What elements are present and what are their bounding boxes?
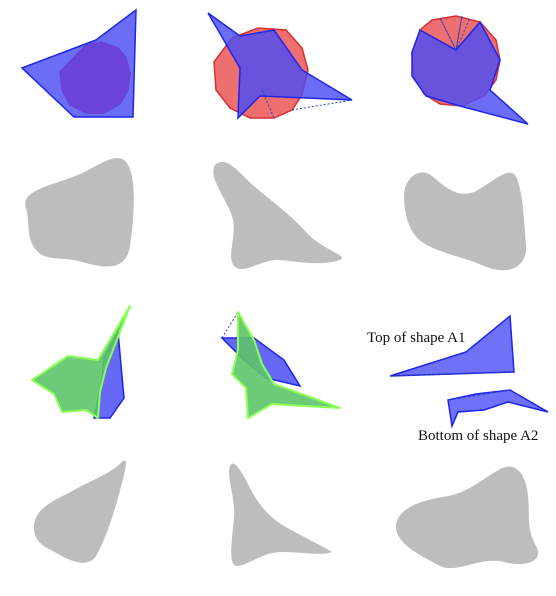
a1-cut-line [389, 371, 515, 377]
row1-col2-polygon-overlay [207, 12, 353, 120]
a2-cut-line [447, 389, 511, 401]
dashed-connector [291, 99, 353, 111]
green-polygon [31, 305, 131, 419]
row4-col2-shape [229, 463, 332, 566]
dashed-connector [261, 89, 275, 119]
row2-col1-shape [25, 157, 134, 267]
blue-polygon [411, 20, 529, 125]
bottom-shape-label: Bottom of shape A2 [418, 428, 538, 444]
dashed-spokes [439, 15, 471, 52]
row1-col1-polygon-overlay [20, 8, 137, 118]
row3-col1-polygon-overlay [31, 305, 131, 419]
row2-col2-shape [213, 162, 343, 270]
row4-col1-shape [33, 460, 126, 563]
row3-col3-split-shapes: Top of shape A1 Bottom of shape A2 [367, 314, 549, 444]
dashed-connector [221, 311, 239, 339]
row2-col3-shape [404, 172, 527, 271]
shape-a2-bottom-half [447, 389, 549, 429]
shape-a1-top-half [389, 314, 515, 377]
top-shape-label: Top of shape A1 [367, 330, 466, 346]
row3-col2-polygon-overlay [220, 311, 341, 419]
row4-col3-shape [395, 466, 539, 569]
row1-col3-polygon-overlay [411, 15, 529, 125]
green-polygon [231, 311, 341, 419]
overlap-region [60, 42, 130, 113]
